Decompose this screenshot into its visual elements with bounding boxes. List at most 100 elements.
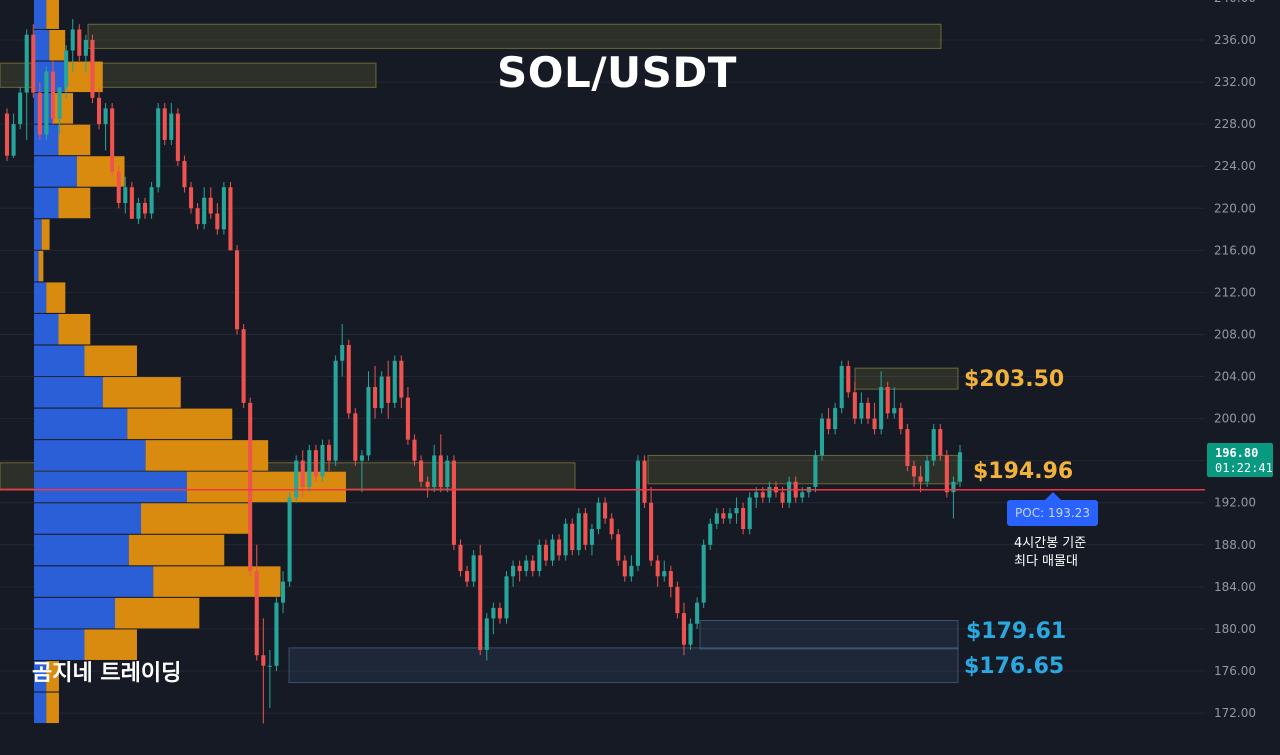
candle-body [826, 418, 831, 430]
volume-bar-buy [34, 219, 42, 250]
resistance-mid-label: $194.96 [973, 459, 1074, 484]
candle-body [215, 213, 220, 230]
y-axis[interactable]: 172.00 176.00 180.00 184.00 188.00 192.00 196.… [1214, 0, 1256, 720]
volume-bar-sell [186, 471, 346, 503]
candle-body [642, 460, 647, 503]
volume-bar-sell [46, 692, 59, 724]
y-tick-label: 220.00 [1214, 201, 1256, 215]
candle-body [589, 529, 594, 545]
candle-body [182, 160, 187, 188]
candle-body [596, 502, 601, 530]
candle-body [438, 455, 443, 487]
candle-body [156, 108, 161, 188]
candle-body [872, 418, 877, 430]
candle-body [169, 113, 174, 140]
candle-body [885, 387, 890, 414]
zone-resistance [87, 23, 942, 49]
y-tick-label: 192.00 [1214, 496, 1256, 510]
candle-body [780, 492, 785, 503]
candle-body [123, 187, 128, 204]
candle-body [491, 607, 496, 619]
volume-bar-sell [38, 250, 44, 282]
volume-bar-sell [46, 282, 66, 313]
candle-body [879, 387, 884, 430]
candle-body [911, 465, 917, 477]
candle-body [366, 387, 371, 456]
volume-bar-buy [34, 503, 142, 534]
y-tick-label: 216.00 [1214, 243, 1256, 257]
candle-body [392, 360, 397, 403]
candle-body [708, 523, 713, 545]
candle-body [734, 507, 739, 514]
candle-body [96, 97, 102, 125]
candle-body [524, 560, 529, 572]
volume-bar-buy [34, 661, 47, 692]
candle-body [149, 187, 154, 214]
candle-body [497, 607, 502, 619]
candle-body [307, 450, 312, 487]
volume-bar-buy [34, 0, 47, 29]
candle-body [346, 344, 351, 414]
y-tick-label: 232.00 [1214, 75, 1256, 89]
volume-bar-sell [84, 629, 137, 660]
volume-bar-sell [41, 219, 50, 250]
volume-bar-sell [58, 124, 91, 156]
grid-lines [0, 39, 1205, 714]
chart-title: SOL/USDT [497, 48, 737, 97]
volume-bar-buy [34, 408, 128, 440]
candle-body [819, 418, 825, 456]
volume-bar-sell [58, 313, 91, 345]
candle-body [188, 187, 194, 209]
candle-body [333, 360, 338, 461]
volume-bar-buy [34, 250, 39, 282]
y-tick-label: 240.00 [1214, 0, 1256, 5]
candle-body [741, 507, 746, 530]
candle-body [175, 113, 180, 161]
resistance-high-label: $203.50 [964, 367, 1065, 392]
last-price-tag[interactable]: 196.80 01:22:41 [1207, 443, 1273, 477]
candle-body [379, 376, 384, 409]
candle-body [234, 250, 240, 330]
y-tick-label: 188.00 [1214, 538, 1256, 552]
volume-bar-buy [34, 534, 129, 566]
poc-badge-arrow [1045, 492, 1061, 500]
candle-body [622, 560, 627, 577]
candle-body [142, 203, 148, 214]
volume-bar-sell [76, 156, 125, 187]
candle-body [918, 476, 923, 482]
candle-body [445, 460, 450, 487]
candle-body [405, 397, 410, 440]
poc-badge[interactable]: POC: 193.23 [1007, 500, 1098, 526]
volume-bar-sell [127, 408, 233, 440]
brand-watermark: 곰지네 트레이딩 [32, 661, 182, 686]
candle-body [813, 455, 818, 487]
candle-body [839, 366, 844, 409]
candle-body [11, 124, 16, 156]
candle-body [254, 571, 259, 656]
candle-body [504, 576, 509, 619]
candle-body [629, 565, 634, 577]
volume-bar-sell [52, 93, 74, 124]
candle-body [681, 613, 686, 645]
zone-support [288, 647, 959, 684]
candle-body [202, 197, 207, 225]
volume-bar-sell [84, 345, 137, 377]
candle-body [760, 492, 765, 498]
candle-body [701, 544, 706, 603]
candle-body [865, 402, 871, 419]
volume-bar-sell [128, 534, 225, 566]
y-tick-label: 172.00 [1214, 706, 1256, 720]
candle-body [938, 429, 943, 456]
candle-body [465, 571, 470, 582]
candle-body [754, 492, 759, 498]
candle-body [583, 513, 588, 545]
candle-body [609, 518, 614, 535]
volume-bar-sell [58, 187, 91, 219]
candle-body [228, 187, 233, 251]
candle-body [846, 366, 851, 393]
y-tick-label: 184.00 [1214, 580, 1256, 594]
candle-body [892, 408, 897, 414]
volume-bar-buy [34, 629, 85, 660]
candle-body [294, 460, 299, 498]
y-tick-label: 228.00 [1214, 117, 1256, 131]
